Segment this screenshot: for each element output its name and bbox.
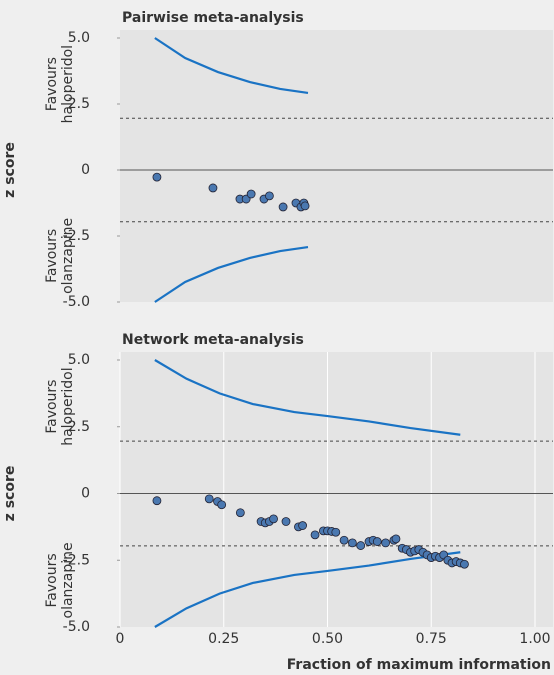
boundary-line xyxy=(154,37,309,95)
annotation: olanzapine xyxy=(60,218,76,294)
y-axis-label: z score xyxy=(2,142,18,198)
data-point xyxy=(217,500,227,510)
data-point xyxy=(372,537,382,546)
data-point xyxy=(381,538,391,548)
data-point xyxy=(460,559,469,569)
data-point xyxy=(391,534,401,544)
annotation: haloperidol xyxy=(60,367,76,445)
data-point xyxy=(356,541,366,550)
y-tick-label: 0 xyxy=(81,162,90,178)
y-tick-label: 5.0 xyxy=(68,352,90,368)
plot-area xyxy=(120,352,553,627)
y-tick-label: 5.0 xyxy=(68,30,90,46)
x-tick-label: 1.00 xyxy=(519,631,550,647)
x-tick-label: 0.75 xyxy=(416,631,447,647)
data-point xyxy=(204,494,214,504)
x-tick-label: 0 xyxy=(116,631,125,647)
data-point xyxy=(246,189,256,199)
data-point xyxy=(208,183,218,193)
y-tick-label: 2.5 xyxy=(68,96,90,112)
data-point xyxy=(298,521,308,530)
y-tick-label: -5.0 xyxy=(63,294,90,310)
data-point xyxy=(235,508,245,518)
annotation: Favours xyxy=(44,229,60,283)
y-tick-label: 0 xyxy=(81,486,90,502)
data-point xyxy=(310,530,320,540)
y-tick-label: -2.5 xyxy=(63,228,90,244)
annotation: Favours xyxy=(44,553,60,607)
boundary-line xyxy=(154,245,309,303)
annotation: haloperidol xyxy=(60,45,76,123)
x-tick-label: 0.50 xyxy=(312,631,343,647)
data-point xyxy=(264,191,274,201)
y-tick-label: 2.5 xyxy=(68,419,90,435)
annotation: Favours xyxy=(44,380,60,434)
data-point xyxy=(152,496,162,506)
data-point xyxy=(152,172,162,182)
y-axis-label: z score xyxy=(2,466,18,522)
annotation: Favours xyxy=(44,57,60,111)
data-point xyxy=(331,527,341,537)
x-axis-label: Fraction of maximum information xyxy=(287,657,551,673)
data-point xyxy=(347,538,357,548)
data-point xyxy=(278,202,288,212)
data-point xyxy=(269,514,278,524)
data-point xyxy=(281,517,291,526)
data-point xyxy=(339,535,349,545)
x-tick-label: 0.25 xyxy=(208,631,239,647)
panel-title: Network meta-analysis xyxy=(122,332,304,348)
data-point xyxy=(300,201,310,211)
y-tick-label: -5.0 xyxy=(63,619,90,635)
boundary-line xyxy=(154,551,461,628)
y-tick-label: -2.5 xyxy=(63,552,90,568)
panel-title: Pairwise meta-analysis xyxy=(122,10,304,26)
plot-area xyxy=(120,30,553,302)
boundary-line xyxy=(154,359,461,436)
annotation: olanzapine xyxy=(60,542,76,618)
